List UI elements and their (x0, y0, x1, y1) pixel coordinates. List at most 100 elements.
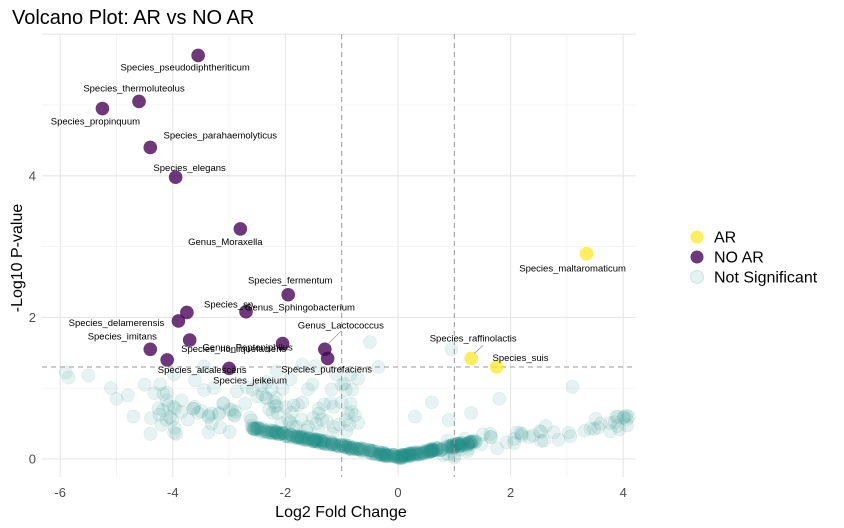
not-significant-point (248, 421, 262, 435)
not-significant-point (415, 444, 429, 458)
not-significant-point (274, 416, 289, 430)
not-significant-point (318, 434, 333, 448)
x-axis-title: Log2 Fold Change (275, 504, 407, 521)
not-significant-point (393, 450, 408, 465)
not-significant-point (313, 433, 328, 448)
no-ar-point (160, 353, 174, 367)
not-significant-point (339, 424, 354, 438)
not-significant-point (283, 428, 298, 442)
not-significant-point (272, 426, 287, 441)
not-significant-point (357, 443, 371, 457)
no-ar-point (182, 333, 197, 347)
not-significant-point (381, 448, 396, 463)
not-significant-point (365, 444, 380, 458)
point-label: Species_fermentum (248, 276, 333, 287)
not-significant-point (246, 422, 261, 436)
not-significant-point (300, 432, 314, 447)
not-significant-point (383, 449, 397, 463)
not-significant-point (431, 441, 446, 455)
not-significant-point (308, 432, 323, 447)
not-significant-point (315, 435, 329, 450)
not-significant-point (476, 427, 490, 442)
not-significant-points (59, 335, 636, 466)
not-significant-point (355, 444, 370, 459)
not-significant-point (249, 421, 264, 436)
not-significant-point (254, 421, 269, 435)
not-significant-point (390, 450, 405, 465)
not-significant-point (362, 443, 376, 457)
not-significant-point (243, 410, 258, 425)
x-tick-label: 0 (394, 485, 401, 500)
legend-label: NO AR (714, 250, 764, 267)
not-significant-point (443, 439, 458, 453)
not-significant-point (306, 432, 321, 446)
not-significant-point (395, 448, 410, 462)
not-significant-point (380, 449, 394, 463)
not-significant-point (181, 412, 195, 427)
not-significant-point (379, 447, 394, 462)
not-significant-point (301, 431, 316, 446)
ar-point (464, 351, 478, 366)
not-significant-point (393, 451, 408, 466)
not-significant-point (402, 447, 417, 461)
not-significant-point (393, 448, 408, 463)
not-significant-point (387, 448, 401, 463)
not-significant-point (362, 445, 376, 460)
not-significant-point (186, 401, 201, 416)
not-significant-point (363, 443, 378, 458)
not-significant-point (610, 409, 625, 424)
not-significant-point (270, 406, 285, 420)
not-significant-point (259, 391, 274, 406)
not-significant-point (394, 451, 409, 466)
not-significant-point (409, 447, 424, 461)
not-significant-point (268, 425, 283, 439)
not-significant-point (414, 446, 429, 461)
not-significant-point (449, 439, 464, 453)
ar-point (489, 360, 504, 374)
not-significant-point (312, 406, 326, 421)
not-significant-point (306, 433, 320, 447)
not-significant-point (377, 449, 392, 463)
not-significant-point (308, 432, 323, 447)
not-significant-point (353, 443, 368, 458)
not-significant-point (317, 397, 331, 412)
not-significant-point (290, 430, 305, 445)
not-significant-point (260, 375, 274, 389)
not-significant-point (424, 444, 439, 458)
not-significant-point (335, 438, 350, 452)
not-significant-point (311, 432, 325, 447)
not-significant-point (408, 409, 422, 424)
not-significant-point (403, 448, 417, 463)
not-significant-point (363, 335, 377, 349)
not-significant-point (444, 444, 459, 458)
not-significant-point (442, 439, 456, 453)
not-significant-point (268, 399, 282, 414)
not-significant-point (461, 442, 476, 456)
point-label: Species_thermoluteolus (83, 83, 185, 94)
no-ar-point (233, 222, 248, 236)
not-significant-point (619, 408, 634, 423)
not-significant-point (352, 442, 367, 457)
not-significant-point (422, 443, 436, 457)
not-significant-point (324, 435, 339, 449)
not-significant-point (315, 412, 329, 427)
not-significant-point (275, 426, 290, 441)
not-significant-point (460, 436, 475, 450)
not-significant-point (499, 435, 514, 450)
not-significant-point (314, 433, 329, 448)
not-significant-point (373, 448, 387, 462)
not-significant-point (424, 442, 438, 457)
not-significant-point (423, 444, 438, 459)
not-significant-point (225, 403, 239, 417)
not-significant-point (591, 420, 605, 435)
not-significant-point (608, 415, 622, 429)
not-significant-point (538, 419, 553, 433)
not-significant-point (445, 441, 460, 455)
not-significant-point (314, 433, 328, 448)
not-significant-point (423, 444, 437, 459)
not-significant-point (357, 442, 371, 457)
not-significant-point (307, 433, 322, 447)
not-significant-point (371, 445, 386, 459)
not-significant-point (409, 445, 423, 459)
not-significant-point (167, 421, 182, 435)
